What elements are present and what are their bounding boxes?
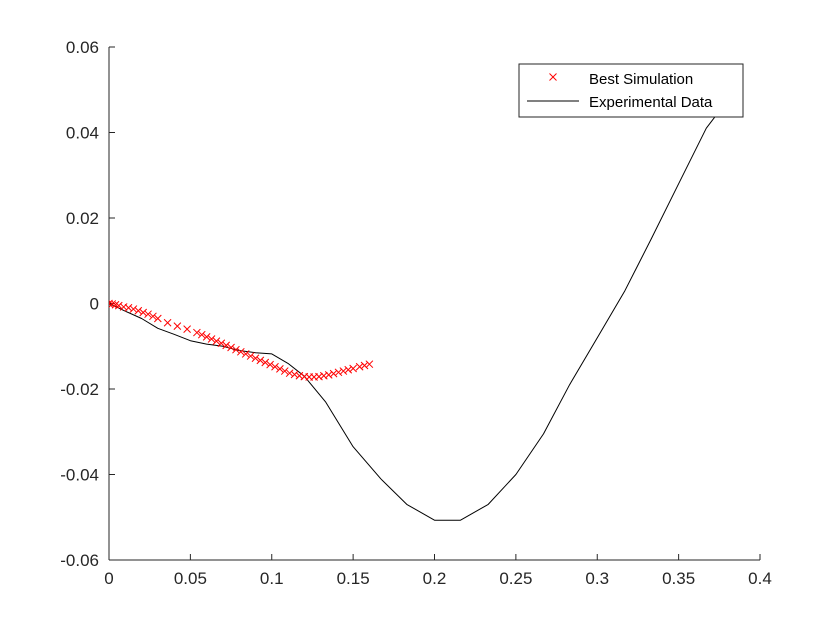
- best-simulation-point: [344, 365, 353, 374]
- legend-box: [518, 63, 744, 118]
- best-simulation-point: [355, 362, 364, 371]
- best-simulation-point: [139, 308, 148, 317]
- y-tick-label: -0.06: [60, 551, 99, 570]
- x-tick-label: 0.15: [337, 569, 370, 588]
- best-simulation-point: [334, 368, 343, 377]
- legend-label-best-simulation: Best Simulation: [589, 71, 693, 88]
- best-simulation-point: [149, 312, 157, 321]
- best-simulation-point: [193, 328, 201, 337]
- best-simulation-point: [153, 314, 162, 323]
- x-axis-ticks: 0 0.05 0.1 0.15 0.2 0.25 0.3 0.35 0.4: [104, 554, 772, 588]
- best-simulation-point: [285, 369, 294, 378]
- y-tick-label: 0.06: [66, 38, 99, 57]
- best-simulation-point: [183, 325, 191, 334]
- y-tick-label: 0.02: [66, 209, 99, 228]
- best-simulation-point: [227, 343, 235, 352]
- best-simulation-point: [217, 339, 226, 348]
- best-simulation-point: [360, 361, 369, 370]
- best-simulation-point: [163, 318, 172, 327]
- legend: Best Simulation Experimental Data: [518, 63, 744, 118]
- best-simulation-point: [144, 310, 152, 319]
- plot-area: [109, 104, 725, 521]
- y-tick-label: 0: [90, 295, 99, 314]
- best-simulation-point: [134, 306, 143, 315]
- best-simulation-point: [124, 303, 133, 312]
- best-simulation-point: [232, 345, 240, 354]
- x-tick-label: 0.3: [585, 569, 609, 588]
- best-simulation-point: [261, 358, 270, 367]
- best-simulation-point: [114, 301, 123, 310]
- best-simulation-point: [202, 332, 211, 341]
- best-simulation-point: [246, 352, 255, 360]
- best-simulation-point: [266, 360, 274, 369]
- x-tick-label: 0.05: [174, 569, 207, 588]
- best-simulation-point: [349, 364, 357, 373]
- y-axis-ticks: -0.06 -0.04 -0.02 0 0.02 0.04 0.06: [60, 38, 115, 570]
- best-simulation-point: [290, 370, 299, 379]
- best-simulation-point: [109, 299, 113, 308]
- x-tick-label: 0.25: [499, 569, 532, 588]
- best-simulation-point: [271, 362, 279, 371]
- best-simulation-point: [197, 330, 206, 339]
- best-simulation-point: [207, 335, 216, 343]
- best-simulation-point: [129, 305, 138, 313]
- y-tick-label: -0.04: [60, 466, 99, 485]
- x-tick-label: 0: [104, 569, 113, 588]
- best-simulation-point: [339, 367, 348, 375]
- x-tick-label: 0.35: [662, 569, 695, 588]
- x-tick-label: 0.4: [748, 569, 772, 588]
- best-simulation-point: [276, 365, 284, 373]
- y-tick-label: -0.02: [60, 380, 99, 399]
- best-simulation-point: [251, 354, 260, 363]
- x-tick-label: 0.1: [260, 569, 284, 588]
- best-simulation-point: [173, 322, 182, 331]
- x-tick-label: 0.2: [423, 569, 447, 588]
- best-simulation-point: [365, 360, 374, 369]
- legend-marker-x: [549, 73, 557, 81]
- best-simulation-point: [280, 367, 289, 375]
- legend-label-experimental-data: Experimental Data: [589, 94, 713, 111]
- best-simulation-point: [236, 347, 245, 356]
- best-simulation-point: [324, 371, 333, 379]
- best-simulation-point: [241, 350, 250, 358]
- best-simulation-point: [222, 341, 231, 350]
- experimental-data-line: [109, 104, 725, 521]
- best-simulation-point: [256, 356, 265, 365]
- best-simulation-point: [212, 337, 221, 345]
- best-simulation-point: [329, 369, 338, 378]
- y-tick-label: 0.04: [66, 124, 99, 143]
